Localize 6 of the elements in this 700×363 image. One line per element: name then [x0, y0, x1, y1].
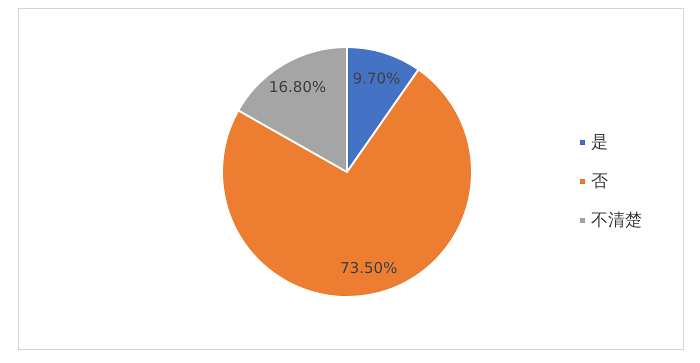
- legend-label: 否: [591, 172, 608, 192]
- data-label: 73.50%: [340, 258, 398, 277]
- legend-label: 是: [591, 132, 608, 152]
- data-label: 9.70%: [352, 69, 400, 88]
- legend-label: 不清楚: [591, 210, 642, 230]
- data-label: 16.80%: [268, 78, 326, 96]
